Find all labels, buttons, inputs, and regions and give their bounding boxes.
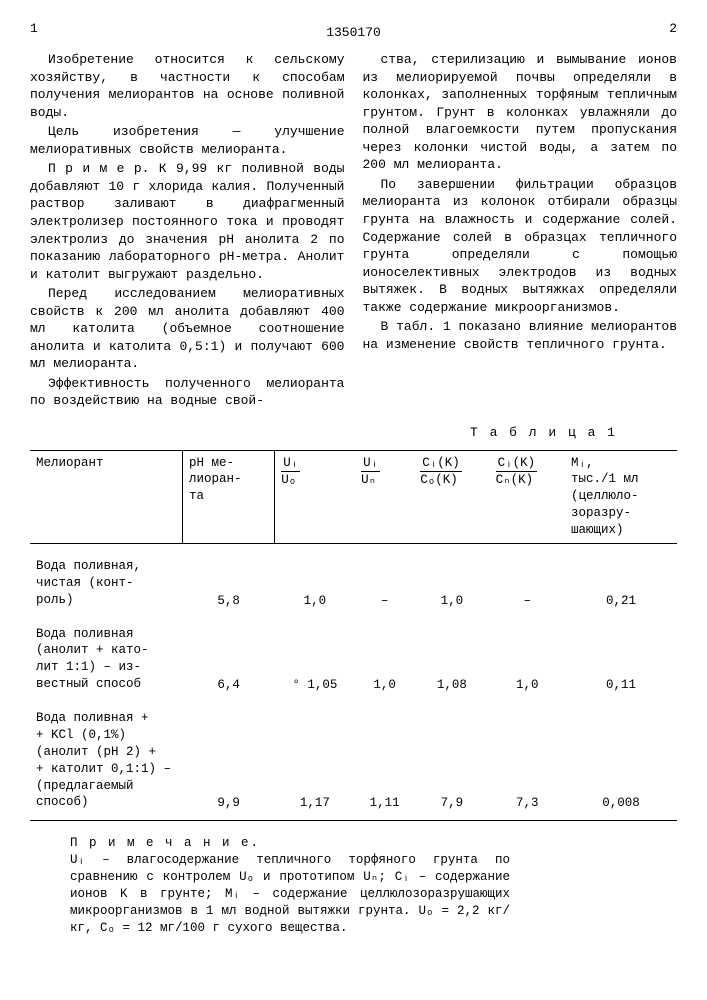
th-ph: pH ме- лиоран- та bbox=[183, 450, 275, 543]
cell-value: 7,9 bbox=[414, 696, 489, 814]
cell-label: Вода поливная + + KCl (0,1%) (анолит (pH… bbox=[30, 696, 183, 814]
note-label: П р и м е ч а н и е. bbox=[70, 836, 260, 850]
cell-value: 1,0 bbox=[275, 543, 355, 611]
text-columns: Изобретение относится к сельскому хозяйс… bbox=[30, 51, 677, 412]
para: П р и м е р. К 9,99 кг поливной воды доб… bbox=[30, 160, 345, 283]
doc-number: 1350170 bbox=[30, 24, 677, 42]
cell-value: 7,3 bbox=[490, 696, 565, 814]
cell-value: 1,0 bbox=[414, 543, 489, 611]
right-column: ства, стерилизацию и вымывание ионов из … bbox=[363, 51, 678, 412]
cell-value: 1,0 bbox=[355, 612, 414, 697]
cell-label: Вода поливная, чистая (конт- роль) bbox=[30, 543, 183, 611]
cell-value: 5,8 bbox=[183, 543, 275, 611]
cell-value: 0,008 bbox=[565, 696, 677, 814]
cell-value: 1,08 bbox=[414, 612, 489, 697]
para: В табл. 1 показано влияние мелиорантов н… bbox=[363, 318, 678, 353]
th-c0: Cᵢ(K)Cₒ(K) bbox=[414, 450, 489, 543]
left-column: Изобретение относится к сельскому хозяйс… bbox=[30, 51, 345, 412]
cell-label: Вода поливная (анолит + като- лит 1:1) –… bbox=[30, 612, 183, 697]
cell-value: 6,4 bbox=[183, 612, 275, 697]
data-table: Мелиорант pH ме- лиоран- та UᵢUₒ UᵢUₙ Cᵢ… bbox=[30, 450, 677, 815]
cell-value: 1,17 bbox=[275, 696, 355, 814]
note-body: Uᵢ – влагосодержание тепличного торфяног… bbox=[70, 852, 510, 936]
cell-value: 0,21 bbox=[565, 543, 677, 611]
cell-value: 1,0 bbox=[490, 612, 565, 697]
table-row: Вода поливная + + KCl (0,1%) (анолит (pH… bbox=[30, 696, 677, 814]
table-row: Вода поливная (анолит + като- лит 1:1) –… bbox=[30, 612, 677, 697]
th-u0: UᵢUₒ bbox=[275, 450, 355, 543]
para: Эффективность полученного мелиоранта по … bbox=[30, 375, 345, 410]
para: Перед исследованием мелиоративных свойст… bbox=[30, 285, 345, 373]
th-un: UᵢUₙ bbox=[355, 450, 414, 543]
cell-value: 1,11 bbox=[355, 696, 414, 814]
cell-value: 9,9 bbox=[183, 696, 275, 814]
page-num-right: 2 bbox=[669, 20, 677, 38]
cell-value: – bbox=[490, 543, 565, 611]
th-meliorant: Мелиорант bbox=[30, 450, 183, 543]
th-m: Mᵢ, тыс./1 мл (целлюло- зоразру- шающих) bbox=[565, 450, 677, 543]
para: Изобретение относится к сельскому хозяйс… bbox=[30, 51, 345, 121]
cell-value: – bbox=[355, 543, 414, 611]
para: ства, стерилизацию и вымывание ионов из … bbox=[363, 51, 678, 174]
para: По завершении фильтрации образцов мелиор… bbox=[363, 176, 678, 316]
th-cn: Cᵢ(K)Cₙ(K) bbox=[490, 450, 565, 543]
table-row: Вода поливная, чистая (конт- роль)5,81,0… bbox=[30, 543, 677, 611]
page-num-left: 1 bbox=[30, 20, 38, 38]
table-caption: Т а б л и ц а 1 bbox=[30, 424, 617, 442]
cell-value: ° 1,05 bbox=[275, 612, 355, 697]
para: Цель изобретения — улучшение мелиоративн… bbox=[30, 123, 345, 158]
note: П р и м е ч а н и е. Uᵢ – влагосодержани… bbox=[30, 835, 677, 936]
cell-value: 0,11 bbox=[565, 612, 677, 697]
